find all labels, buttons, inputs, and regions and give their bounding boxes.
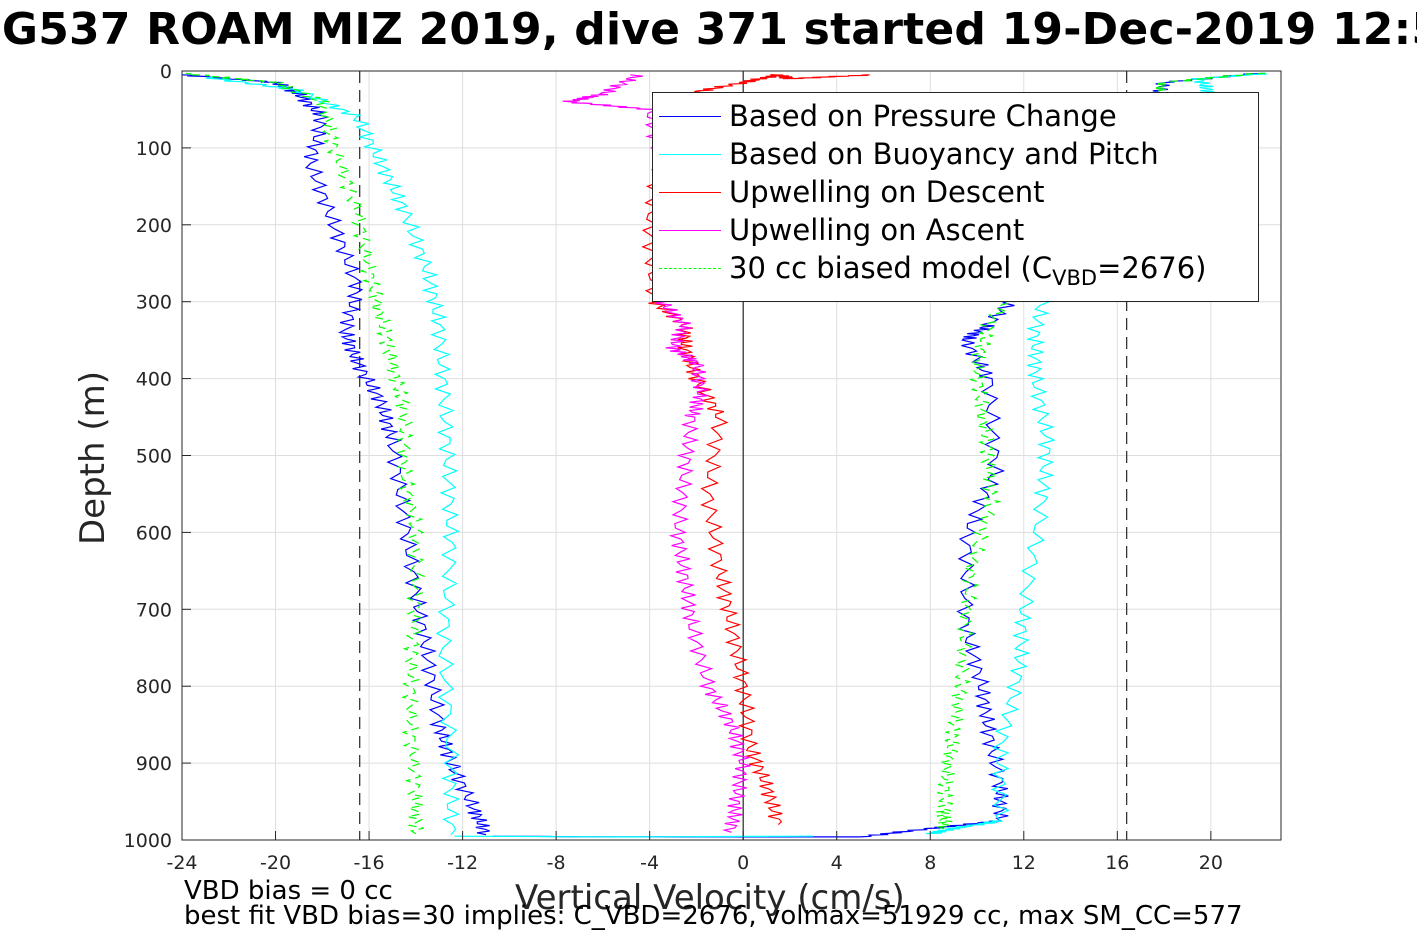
x-tick-label: -16 [354,852,385,874]
legend-item-upwelling-ascent: Upwelling on Ascent [653,211,1253,249]
x-tick-label: -8 [547,852,566,874]
y-tick-label: 400 [136,369,172,391]
y-tick-label: 500 [136,446,172,468]
x-tick-label: -12 [447,852,478,874]
x-tick-label: -20 [260,852,291,874]
legend-item-pressure-change: Based on Pressure Change [653,97,1253,135]
x-tick-label: 12 [1012,852,1036,874]
x-tick-label: 0 [737,852,749,874]
legend-swatch [659,268,721,269]
series-line [562,74,751,833]
x-tick-label: 16 [1105,852,1129,874]
x-tick-label: -24 [166,852,197,874]
series-line [454,835,814,838]
legend-swatch [659,116,721,117]
y-tick-label: 0 [160,61,172,83]
y-tick-label: 300 [136,292,172,314]
series-line [925,820,1003,835]
series-line [641,74,870,826]
series-line [205,76,461,836]
legend-swatch [659,154,721,155]
y-axis-label: Depth (m) [73,370,113,546]
legend-label-main: 30 cc biased model (C [729,251,1053,285]
x-tick-label: 8 [924,852,936,874]
vbd-bias-note: VBD bias = 0 cc [184,876,393,906]
legend-label: Based on Buoyancy and Pitch [729,137,1159,171]
legend-label-sub: VBD [1052,265,1098,290]
y-tick-label: 800 [136,676,172,698]
series-line [181,74,490,836]
series-line [185,72,426,835]
best-fit-note: best fit VBD bias=30 implies: C_VBD=2676… [184,901,1243,931]
x-tick-label: 20 [1199,852,1223,874]
y-tick-label: 200 [136,215,172,237]
legend: Based on Pressure Change Based on Buoyan… [652,92,1259,302]
legend-swatch [659,230,721,231]
chart-title: SG537 ROAM MIZ 2019, dive 371 started 19… [0,4,1417,55]
y-tick-label: 100 [136,138,172,160]
legend-label-tail: =2676) [1097,251,1207,285]
legend-label: 30 cc biased model (CVBD=2676) [729,251,1207,290]
legend-label: Upwelling on Ascent [729,213,1025,247]
legend-swatch [659,192,721,193]
y-tick-label: 1000 [124,830,172,852]
legend-item-buoyancy-pitch: Based on Buoyancy and Pitch [653,135,1253,173]
x-tick-label: -4 [640,852,659,874]
y-tick-label: 900 [136,753,172,775]
y-tick-label: 600 [136,522,172,544]
series-line [990,72,1267,822]
legend-label: Upwelling on Descent [729,175,1045,209]
legend-item-biased-model: 30 cc biased model (CVBD=2676) [653,249,1253,290]
x-axis-label: Vertical Velocity (cm/s) [515,878,905,918]
y-axis-ticks: 0 100 200 300 400 500 600 700 800 900 1000 [124,61,191,852]
x-tick-label: 4 [831,852,843,874]
legend-item-upwelling-descent: Upwelling on Descent [653,173,1253,211]
x-axis-ticks: -24 -20 -16 -12 -8 -4 0 4 8 12 16 20 [166,831,1223,874]
legend-label: Based on Pressure Change [729,99,1117,133]
y-tick-label: 700 [136,599,172,621]
